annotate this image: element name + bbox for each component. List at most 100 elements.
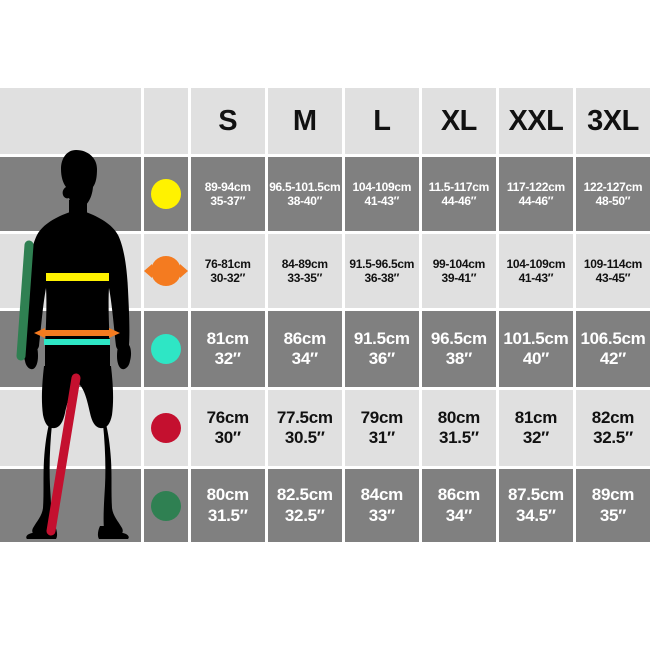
measurement-cell-3xl: 89cm 35″ [575,469,650,542]
measurement-inch: 40″ [522,349,549,368]
measurement-cell-l: 91.5cm 36″ [344,311,419,387]
measurement-inch: 32″ [522,428,549,447]
measurement-inch: 38″ [445,349,472,368]
green-dot [150,490,181,521]
measurement-value: 99-104cm 39-41″ [433,257,486,285]
measurement-cell-xxl: 101.5cm 40″ [498,311,573,387]
figure-band-cell [0,311,141,387]
measurement-value: 76-81cm 30-32″ [205,257,251,285]
crimson-dot [150,413,181,443]
measurement-value: 80cm 31.5″ [206,485,250,525]
measurement-inch: 32″ [214,349,241,368]
measurement-cm: 106.5cm [580,328,646,348]
measurement-cm: 80cm [206,485,250,505]
measurement-inch: 30-32″ [210,271,246,285]
header-marker-cell [143,88,188,154]
measurement-value: 89-94cm 35-37″ [205,180,251,208]
measurement-cm: 96.5-101.5cm [269,179,341,194]
measurement-cell-xxl: 104-109cm 41-43″ [498,234,573,308]
measurement-inch: 35″ [599,505,627,525]
table-row: 89-94cm 35-37″ 96.5-101.5cm 38-40″ 104-109cm… [0,157,650,231]
measurement-inch: 32.5″ [593,428,633,447]
measurement-inch: 42″ [599,349,627,368]
measurement-cell-m: 82.5cm 32.5″ [267,469,342,542]
marker-cell [143,390,188,466]
measurement-cell-l: 91.5-96.5cm 36-38″ [344,234,419,308]
measurement-cell-xl: 99-104cm 39-41″ [421,234,496,308]
measurement-cell-xl: 86cm 34″ [421,469,496,542]
measurement-cm: 87.5cm [507,485,564,505]
measurement-cell-xl: 80cm 31.5″ [421,390,496,466]
measurement-cm: 77.5cm [276,407,333,427]
measurement-inch: 44-46″ [441,194,477,208]
measurement-cm: 96.5cm [430,328,487,348]
measurement-inch: 44-46″ [518,194,554,208]
measurement-cm: 104-109cm [352,179,412,194]
measurement-cm: 91.5-96.5cm [349,256,415,271]
measurement-cell-m: 96.5-101.5cm 38-40″ [267,157,342,231]
figure-band-cell [0,390,141,466]
size-table: S M L XL XXL 3XL 89-94cm 35-37″ 96.5-101.5… [0,88,650,542]
measurement-inch: 39-41″ [441,271,477,285]
measurement-inch: 43-45″ [595,271,631,285]
measurement-value: 91.5cm 36″ [354,329,410,369]
measurement-inch: 41-43″ [364,194,400,208]
measurement-inch: 32.5″ [284,505,325,525]
measurement-cm: 80cm [437,407,481,427]
orange-dot [150,256,181,286]
table-header-row: S M L XL XXL 3XL [0,88,650,154]
table-row: 76cm 30″ 77.5cm 30.5″ 79cm 31″ 80cm 31.5″ 81cm 32… [0,390,650,466]
measurement-cm: 84-89cm [281,256,328,271]
measurement-cell-l: 104-109cm 41-43″ [344,157,419,231]
column-header-l: L [344,88,419,154]
figure-band-cell [0,469,141,542]
marker-cell [143,157,188,231]
measurement-value: 82.5cm 32.5″ [277,485,333,525]
measurement-cell-s: 76-81cm 30-32″ [190,234,265,308]
measurement-cm: 109-114cm [583,256,642,271]
measurement-inch: 30.5″ [284,428,325,447]
measurement-value: 77.5cm 30.5″ [277,408,333,448]
measurement-cell-s: 89-94cm 35-37″ [190,157,265,231]
measurement-cm: 81cm [514,407,558,427]
turquoise-dot [150,334,181,364]
column-header-label: XL [440,104,478,137]
measurement-inch: 35-37″ [210,194,246,208]
measurement-cell-xl: 96.5cm 38″ [421,311,496,387]
measurement-cell-m: 86cm 34″ [267,311,342,387]
measurement-cm: 11.5-117cm [428,179,490,194]
measurement-cell-3xl: 109-114cm 43-45″ [575,234,650,308]
measurement-value: 96.5cm 38″ [431,329,487,369]
column-header-label: XXL [508,104,564,137]
measurement-value: 122-127cm 48-50″ [584,180,643,208]
measurement-cell-s: 80cm 31.5″ [190,469,265,542]
measurement-cm: 76-81cm [204,256,251,271]
column-header-m: M [267,88,342,154]
measurement-value: 89cm 35″ [592,485,635,525]
measurement-inch: 33-35″ [287,271,323,285]
measurement-cell-3xl: 106.5cm 42″ [575,311,650,387]
measurement-value: 106.5cm 42″ [580,329,645,369]
table-row: 81cm 32″ 86cm 34″ 91.5cm 36″ 96.5cm 38″ 101.5cm 4… [0,311,650,387]
measurement-inch: 34″ [291,349,318,368]
measurement-value: 104-109cm 41-43″ [507,257,566,285]
measurement-cell-l: 79cm 31″ [344,390,419,466]
measurement-value: 80cm 31.5″ [437,407,481,448]
table-row: 80cm 31.5″ 82.5cm 32.5″ 84cm 33″ 86cm 34″ 87.5cm… [0,469,650,542]
measurement-inch: 33″ [368,505,395,525]
measurement-value: 84-89cm 33-35″ [282,257,328,285]
column-header-label: L [373,104,391,137]
measurement-cell-xxl: 81cm 32″ [498,390,573,466]
marker-cell [143,234,188,308]
column-header-3xl: 3XL [575,88,650,154]
measurement-value: 86cm 34″ [438,485,481,525]
measurement-value: 86cm 34″ [284,329,327,369]
measurement-value: 79cm 31″ [361,408,404,448]
measurement-inch: 31.5″ [438,428,479,447]
measurement-cell-m: 77.5cm 30.5″ [267,390,342,466]
measurement-value: 76cm 30″ [207,408,250,448]
measurement-inch: 41-43″ [518,271,554,285]
measurement-cell-3xl: 122-127cm 48-50″ [575,157,650,231]
measurement-value: 96.5-101.5cm 38-40″ [269,180,340,208]
